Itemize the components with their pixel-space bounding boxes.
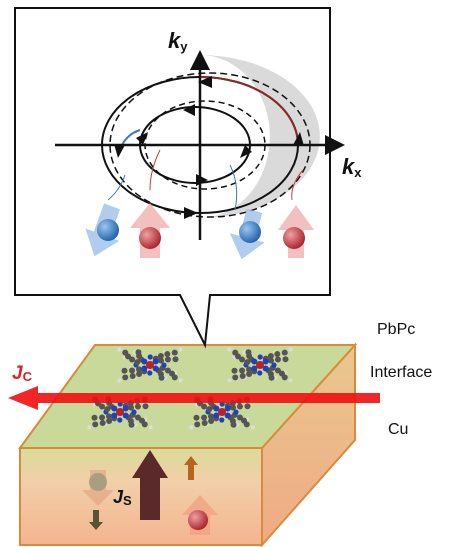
atom [100,420,106,426]
atom [219,417,224,422]
subscript: x [354,165,362,180]
charge-current-label: JC [12,363,33,384]
atom [231,422,237,428]
diagram: JC JS PbPc Interface Cu ky kx [0,0,449,547]
subscript: S [123,493,132,508]
atom [148,354,153,359]
atom [122,350,128,356]
atom [99,414,105,420]
atom [87,425,91,429]
atom [231,368,237,374]
layer-label: Cu [388,421,408,438]
atom [189,425,193,429]
atom [201,414,207,420]
atom [117,378,121,382]
atom [161,363,166,368]
atom [289,348,293,352]
atom [131,410,136,415]
atom [233,410,238,415]
atom [91,415,97,421]
atom [240,373,246,379]
atom [116,408,124,416]
atom [172,374,178,380]
kx-label: kx [342,154,362,181]
subscript: C [23,369,33,384]
atom [173,356,179,362]
atom [149,425,153,429]
atom [282,350,288,356]
atom [147,370,152,375]
atom [179,378,183,382]
atom [117,348,121,352]
atom [179,348,183,352]
atom [237,404,243,410]
atom [258,354,263,359]
atom [232,374,238,380]
atom [245,349,251,355]
atom [274,351,280,357]
atom [129,367,135,373]
layer-label: PbPc [377,321,415,338]
atom [202,420,208,426]
atom [165,357,171,363]
atom [159,375,165,381]
atom [117,417,122,422]
atom [283,356,289,362]
atom [256,361,264,369]
atom [121,368,127,374]
atom [146,361,154,369]
atom [193,415,199,421]
atom [172,350,178,356]
layer-label: Interface [370,364,432,381]
atom [135,404,141,410]
atom [129,422,135,428]
atom [142,421,148,427]
atom [227,378,231,382]
atom [282,374,288,380]
atom [227,348,231,352]
subscript: y [180,39,188,54]
atom [232,350,238,356]
atom [92,421,98,427]
atom [164,351,170,357]
atom [130,373,136,379]
atom [239,367,245,373]
atom [218,408,226,416]
atom [122,374,128,380]
atom [135,349,141,355]
atom [251,425,255,429]
atom [244,421,250,427]
atom [271,363,276,368]
atom [143,403,149,409]
atom [275,357,281,363]
symbol: J [12,363,23,384]
atom [194,421,200,427]
atom [289,378,293,382]
atom [245,403,251,409]
atom [269,375,275,381]
atom [257,370,262,375]
